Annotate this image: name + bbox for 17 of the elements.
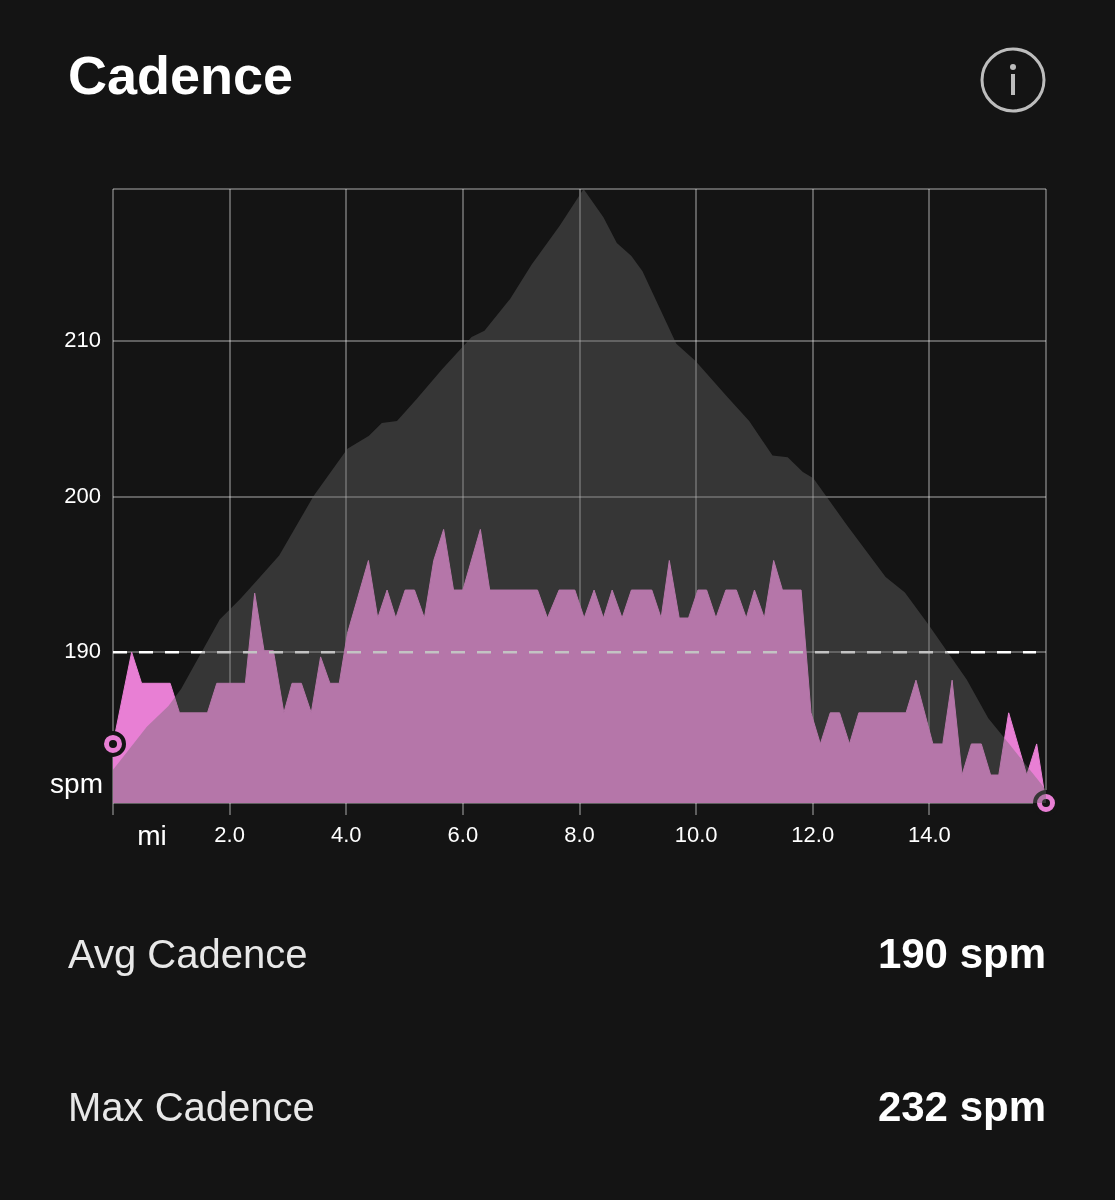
- text: 232 spm: [877, 1083, 1046, 1131]
- x-tick-label: 10.0: [674, 822, 718, 848]
- x-axis-title: mi: [137, 819, 167, 851]
- x-tick-label: 2.0: [214, 822, 245, 848]
- text: 190 spm: [877, 930, 1046, 978]
- y-tick-label: 200: [64, 482, 101, 508]
- text: Max Cadence: [68, 1084, 315, 1130]
- y-axis-title: spm: [50, 767, 103, 799]
- text: Avg Cadence: [68, 931, 308, 977]
- x-tick-label: 8.0: [564, 822, 595, 848]
- y-tick-label: 210: [64, 327, 101, 353]
- x-tick-label: 14.0: [907, 822, 951, 848]
- x-tick-label: 12.0: [791, 822, 835, 848]
- x-tick-label: 4.0: [330, 822, 362, 848]
- y-tick-label: 190: [64, 638, 101, 664]
- x-tick-label: 6.0: [447, 822, 479, 848]
- chart-title: Cadence: [68, 44, 294, 106]
